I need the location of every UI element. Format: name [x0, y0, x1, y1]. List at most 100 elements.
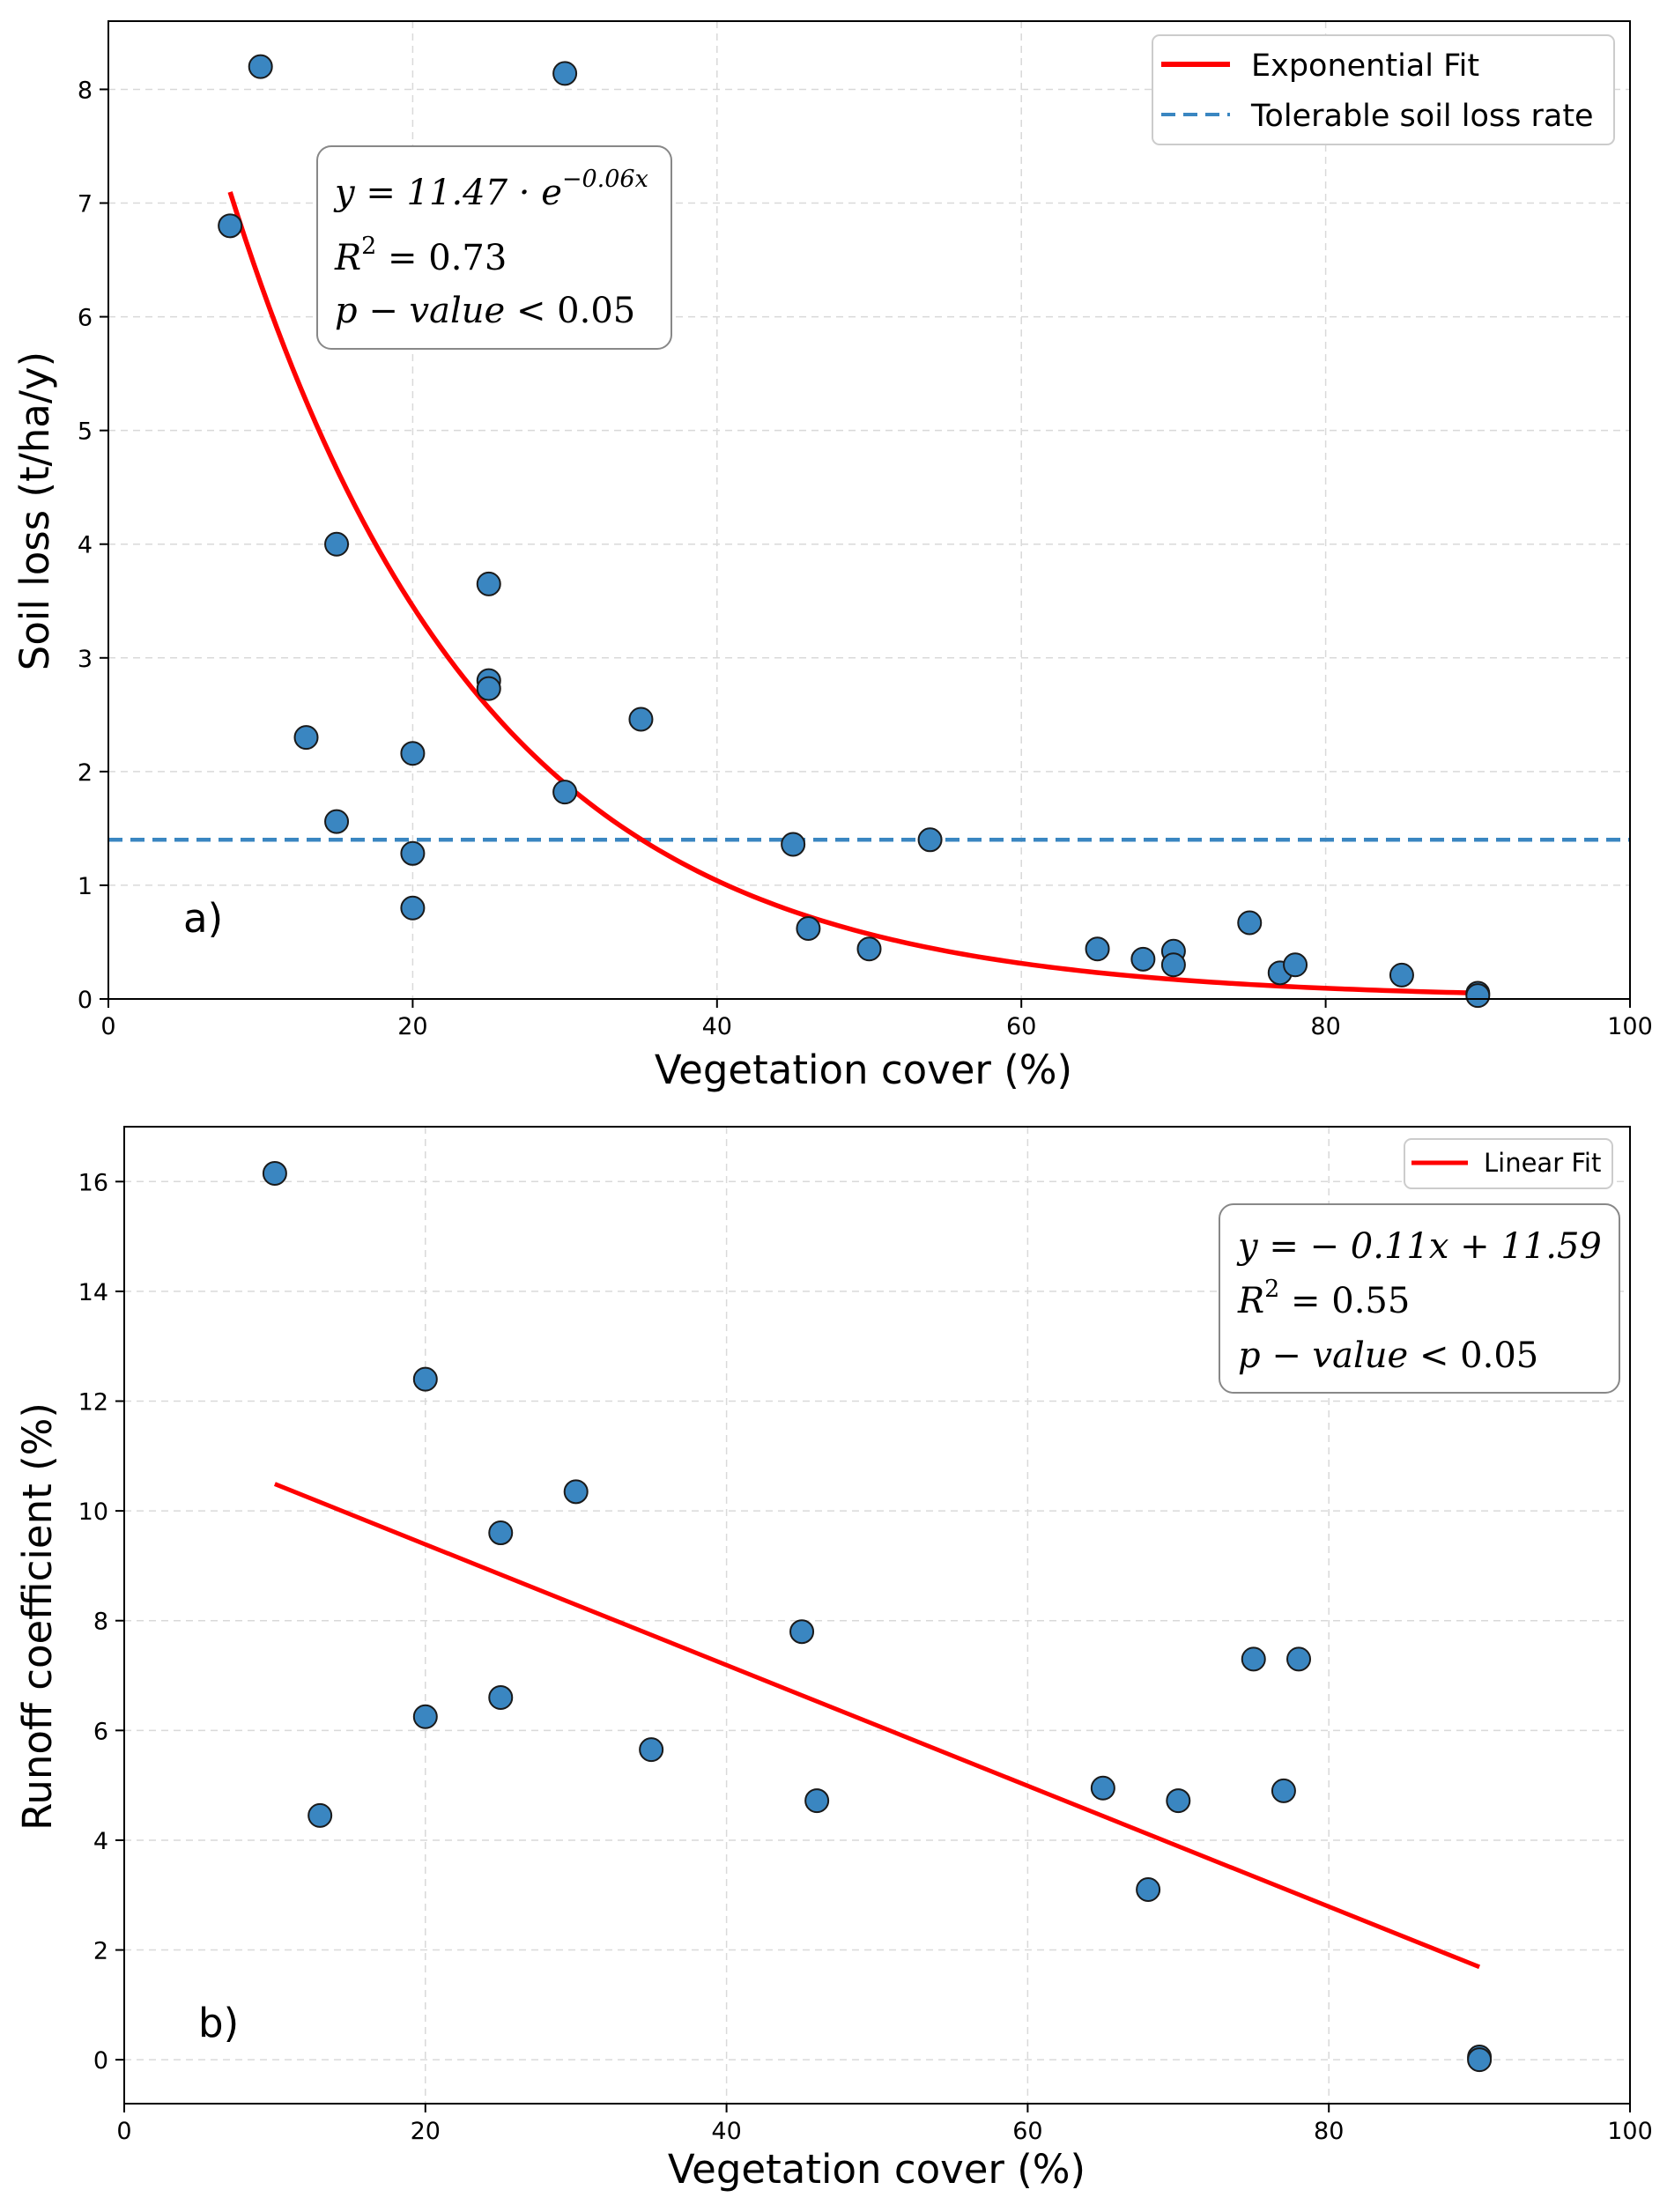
runoff-legend: Linear Fit — [1404, 1138, 1613, 1189]
runoff-plot-frame — [123, 1126, 1631, 2105]
runoff-x-tick-label: 0 — [116, 2118, 131, 2145]
runoff-data-point — [412, 1366, 438, 1392]
soil-loss-panel: 0 20 40 60 80 100 0 1 2 3 4 5 6 7 8 Vegetation cover … — [11, 20, 1653, 1093]
runoff-y-axis-label: Runoff coefficient (%) — [14, 1402, 61, 1831]
runoff-data-point — [1271, 1778, 1296, 1803]
soil-loss-data-point — [400, 741, 426, 766]
runoff-pvalue: p − value < 0.05 — [1238, 1335, 1538, 1376]
runoff-data-point — [1467, 2047, 1493, 2073]
soil-loss-plot-frame — [107, 20, 1631, 1000]
soil-loss-data-point — [628, 707, 654, 732]
soil-loss-data-point — [400, 895, 426, 921]
panel-label-b: b) — [198, 2000, 239, 2046]
runoff-data-point — [789, 1619, 815, 1645]
runoff-x-tick-label: 40 — [711, 2118, 741, 2145]
runoff-y-tick-label: 8 — [93, 1609, 108, 1636]
soil-loss-data-point — [218, 213, 243, 239]
legend-linear-fit-label: Linear Fit — [1484, 1148, 1601, 1178]
soil-loss-p-value: < 0.05 — [505, 291, 635, 331]
runoff-x-ticks: 0 20 40 60 80 100 — [116, 2104, 1653, 2145]
runoff-r2-label: R — [1237, 1281, 1264, 1321]
soil-loss-data-point — [856, 936, 882, 962]
runoff-data-point — [307, 1802, 333, 1828]
runoff-equation-box: y = − 0.11x + 11.59 R2 = 0.55 p − value … — [1219, 1203, 1620, 1394]
runoff-data-point — [804, 1788, 830, 1814]
soil-loss-data-point — [476, 676, 501, 701]
soil-loss-y-tick-label: 6 — [78, 305, 93, 332]
soil-loss-data-point — [781, 832, 806, 857]
soil-loss-r2: R2 = 0.73 — [334, 233, 507, 278]
soil-loss-data-point — [1085, 936, 1110, 962]
runoff-p-value: < 0.05 — [1408, 1335, 1538, 1376]
soil-loss-y-axis-label: Soil loss (t/ha/y) — [11, 351, 58, 670]
soil-loss-equation-box: y = 11.47 · e−0.06x R2 = 0.73 p − value … — [316, 145, 672, 350]
soil-loss-x-tick-label: 20 — [397, 1013, 427, 1040]
runoff-equation: y = − 0.11x + 11.59 — [1236, 1226, 1602, 1267]
soil-loss-data-point — [552, 61, 578, 86]
runoff-y-tick-label: 14 — [78, 1279, 108, 1306]
soil-loss-data-point — [248, 54, 273, 79]
soil-loss-y-tick-label: 0 — [78, 987, 93, 1014]
soil-loss-y-tick-label: 8 — [78, 77, 93, 104]
runoff-data-point — [262, 1160, 287, 1186]
soil-loss-x-tick-label: 60 — [1006, 1013, 1036, 1040]
soil-loss-data-point — [1389, 962, 1414, 988]
soil-loss-y-tick-label: 2 — [78, 759, 93, 787]
soil-loss-data-point — [324, 809, 350, 834]
runoff-x-tick-label: 80 — [1314, 2118, 1344, 2145]
runoff-y-tick-label: 4 — [93, 1828, 108, 1855]
runoff-points — [262, 1160, 1493, 2073]
runoff-y-tick-label: 10 — [78, 1498, 108, 1526]
soil-loss-x-tick-label: 80 — [1310, 1013, 1340, 1040]
soil-loss-equation: y = 11.47 · e−0.06x — [333, 166, 648, 213]
soil-loss-data-point — [476, 571, 501, 596]
soil-loss-data-point — [1160, 952, 1186, 978]
runoff-data-point — [1090, 1775, 1115, 1801]
soil-loss-r2-value: = 0.73 — [376, 238, 507, 278]
soil-loss-data-point — [324, 531, 350, 557]
soil-loss-data-point — [1465, 983, 1491, 1009]
soil-loss-legend: Exponential Fit Tolerable soil loss rate — [1152, 34, 1615, 145]
legend-tolerable-label: Tolerable soil loss rate — [1250, 99, 1594, 134]
runoff-data-point — [488, 1684, 514, 1710]
soil-loss-pvalue: p − value < 0.05 — [335, 291, 635, 331]
soil-loss-y-tick-label: 7 — [78, 191, 93, 218]
runoff-data-point — [1241, 1646, 1266, 1672]
runoff-data-point — [639, 1737, 664, 1763]
linear-fit-line — [273, 1482, 1481, 1970]
exponential-fit-curve — [227, 191, 1478, 996]
runoff-p-label: p − value — [1238, 1335, 1408, 1376]
runoff-y-tick-label: 16 — [78, 1169, 108, 1196]
soil-loss-p-label: p − value — [335, 291, 505, 331]
soil-loss-x-tick-label: 40 — [702, 1013, 732, 1040]
runoff-data-point — [1166, 1788, 1191, 1814]
runoff-data-point — [1286, 1646, 1312, 1672]
soil-loss-data-point — [1130, 946, 1156, 972]
soil-loss-data-point — [1283, 952, 1308, 978]
runoff-x-axis-label: Vegetation cover (%) — [668, 2146, 1085, 2193]
runoff-data-point — [412, 1704, 438, 1729]
soil-loss-data-point — [293, 725, 319, 751]
runoff-data-point — [488, 1520, 514, 1546]
soil-loss-eq-exp: −0.06x — [562, 166, 648, 193]
runoff-x-tick-label: 60 — [1012, 2118, 1042, 2145]
soil-loss-data-point — [1237, 910, 1263, 936]
soil-loss-data-point — [917, 827, 943, 853]
soil-loss-eq-lhs: y = 11.47 · e — [333, 173, 562, 213]
legend-exponential-fit-label: Exponential Fit — [1251, 48, 1479, 84]
runoff-y-tick-label: 6 — [93, 1718, 108, 1745]
soil-loss-y-tick-label: 1 — [78, 873, 93, 900]
soil-loss-r2-label: R — [334, 238, 361, 278]
soil-loss-x-ticks: 0 20 40 60 80 100 — [100, 999, 1653, 1040]
runoff-data-point — [1136, 1877, 1161, 1903]
runoff-y-ticks: 0 2 4 6 8 10 12 14 16 — [78, 1169, 124, 2075]
runoff-r2: R2 = 0.55 — [1237, 1276, 1410, 1321]
soil-loss-y-tick-label: 4 — [78, 532, 93, 559]
runoff-data-point — [563, 1479, 589, 1505]
soil-loss-r2-sup: 2 — [361, 233, 376, 260]
runoff-x-tick-label: 20 — [411, 2118, 441, 2145]
panel-label-a: a) — [183, 895, 223, 942]
runoff-y-tick-label: 2 — [93, 1938, 108, 1965]
soil-loss-points — [218, 54, 1491, 1009]
